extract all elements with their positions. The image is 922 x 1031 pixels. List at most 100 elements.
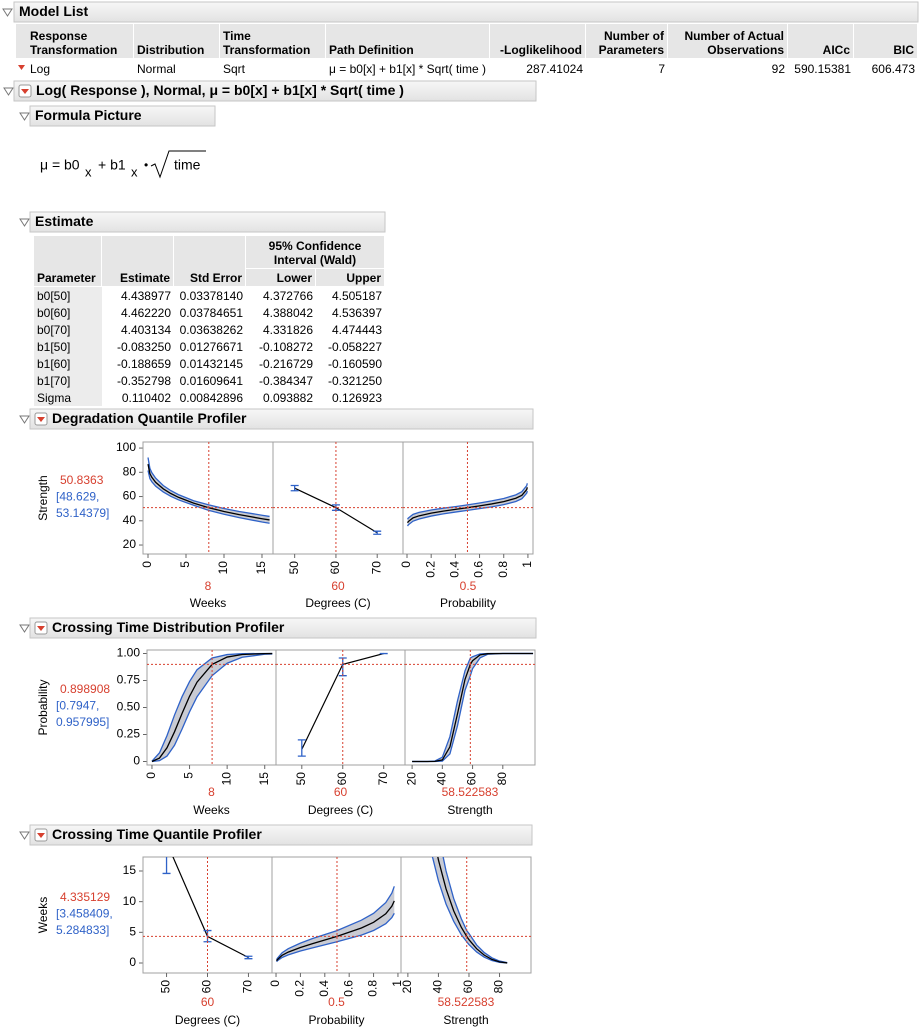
table-cell: 0.03638262 <box>179 322 243 337</box>
red-menu-arrow <box>37 626 45 631</box>
x-tick-label: 5 <box>178 561 192 568</box>
formula-part: x <box>131 164 138 179</box>
y-axis-label: Strength <box>36 475 50 520</box>
disclosure-toggle[interactable] <box>3 87 14 96</box>
red-menu-arrow <box>37 417 45 422</box>
section-title: Crossing Time Quantile Profiler <box>52 826 262 842</box>
x-tick-label: 0.8 <box>366 980 380 997</box>
table-cell: 0.126923 <box>331 390 382 405</box>
section-header <box>29 211 386 233</box>
table-cell: Sqrt <box>223 61 246 76</box>
disclosure-toggle[interactable] <box>19 218 30 227</box>
disclosure-toggle[interactable] <box>19 624 30 633</box>
section-title: Model List <box>19 3 89 19</box>
current-x-value: 60 <box>201 995 215 1009</box>
y-axis-label: Weeks <box>36 897 50 933</box>
section-title: Log( Response ), Normal, μ = b0[x] + b1[… <box>36 82 404 98</box>
table-cell: 606.473 <box>871 61 915 76</box>
section-header <box>13 1 919 23</box>
plot-frame <box>142 441 274 555</box>
section-header <box>29 617 537 639</box>
table-cell: 4.462220 <box>120 305 171 320</box>
x-tick-label: 70 <box>376 772 390 786</box>
y-tick-label: 15 <box>123 863 137 877</box>
x-tick-label: 20 <box>404 772 418 786</box>
x-tick-label: 15 <box>257 772 271 786</box>
x-tick-label: 70 <box>241 980 255 994</box>
section-title: Degradation Quantile Profiler <box>52 410 247 426</box>
x-tick-label: 0 <box>144 772 158 779</box>
current-x-value: 58.522583 <box>442 785 499 799</box>
x-axis-label: Degrees (C) <box>175 1013 240 1027</box>
y-axis-label: Probability <box>36 679 50 735</box>
row-label: b0[50] <box>34 287 102 304</box>
x-axis-label: Probability <box>308 1013 364 1027</box>
x-tick-label: 0.4 <box>317 980 331 997</box>
current-x-value: 8 <box>208 785 215 799</box>
plot-frame <box>272 441 404 555</box>
formula-part: + b1 <box>98 157 126 173</box>
x-tick-label: 40 <box>431 980 445 994</box>
disclosure-toggle[interactable] <box>2 8 13 17</box>
plot-area <box>401 857 531 973</box>
row-label: b0[60] <box>34 304 102 321</box>
x-tick-label: 20 <box>400 980 414 994</box>
x-axis-label: Degrees (C) <box>308 803 373 817</box>
table-cell: 0.03784651 <box>179 305 243 320</box>
column-group-header: 95% Confidence Interval (Wald) <box>246 236 385 268</box>
y-tick-label: 10 <box>123 894 137 908</box>
x-tick-label: 0 <box>268 980 282 987</box>
x-tick-label: 80 <box>495 772 509 786</box>
section-header <box>29 824 533 846</box>
plot-area <box>147 650 276 765</box>
column-header: Response Transformation <box>16 24 134 58</box>
plot-frame <box>402 441 534 555</box>
x-tick-label: 60 <box>461 980 475 994</box>
table-cell: μ = b0[x] + b1[x] * Sqrt( time ) <box>329 61 486 76</box>
x-axis-label: Probability <box>440 596 496 610</box>
confidence-interval: 53.14379] <box>56 506 109 520</box>
error-bar <box>297 739 306 757</box>
y-tick-label: 100 <box>116 440 136 454</box>
row-label: b1[50] <box>34 338 102 355</box>
column-header: Lower <box>246 269 316 286</box>
table-cell: -0.083250 <box>116 339 171 354</box>
x-tick-label: 5 <box>182 772 196 779</box>
plot-area <box>143 442 273 554</box>
y-tick-label: 0 <box>129 955 136 969</box>
confidence-limit-line <box>276 912 395 963</box>
y-tick-label: 0 <box>133 754 140 768</box>
table-cell: -0.188659 <box>116 356 171 371</box>
table-cell: 7 <box>658 61 665 76</box>
prediction-curve <box>412 652 534 763</box>
x-tick-label: 0.8 <box>496 561 510 578</box>
current-value: 4.335129 <box>60 890 110 904</box>
y-tick-label: 20 <box>123 537 137 551</box>
table-cell: -0.352798 <box>116 373 171 388</box>
column-header: AICc <box>788 24 854 58</box>
x-tick-label: 0 <box>140 561 154 568</box>
confidence-interval: [48.629, <box>56 490 99 504</box>
x-tick-label: 70 <box>369 561 383 575</box>
confidence-interval: 5.284833] <box>56 923 109 937</box>
plot-area <box>403 442 533 554</box>
row-menu-arrow[interactable] <box>18 65 25 70</box>
current-x-value: 60 <box>334 785 348 799</box>
x-tick-label: 60 <box>328 561 342 575</box>
table-cell: 4.372766 <box>262 288 313 303</box>
disclosure-toggle[interactable] <box>19 112 30 121</box>
x-tick-label: 50 <box>294 772 308 786</box>
column-header: Number of Actual Observations <box>668 24 788 58</box>
prediction-curve <box>437 857 508 964</box>
column-header: BIC <box>854 24 918 58</box>
column-header: Path Definition <box>326 24 490 58</box>
plot-frame <box>400 856 532 974</box>
x-axis-label: Weeks <box>193 803 229 817</box>
table-cell: 0.01432145 <box>179 356 243 371</box>
disclosure-toggle[interactable] <box>19 831 30 840</box>
disclosure-toggle[interactable] <box>19 415 30 424</box>
x-tick-label: 0 <box>399 561 413 568</box>
x-tick-label: 0.6 <box>341 980 355 997</box>
formula-part: x <box>85 164 92 179</box>
